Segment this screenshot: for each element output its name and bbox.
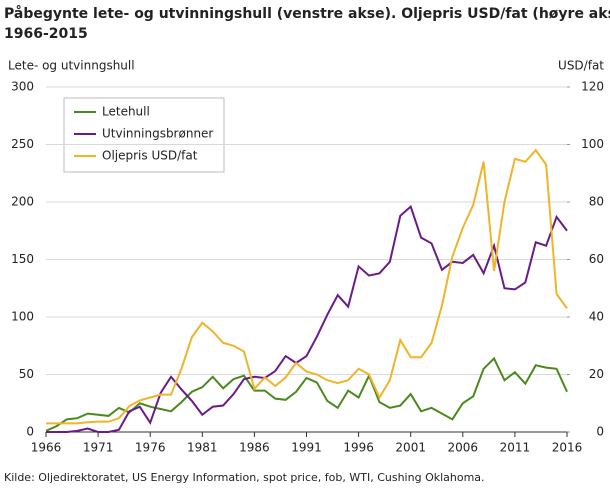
y-tick-label: 250 xyxy=(11,137,34,151)
y-tick-label: 300 xyxy=(11,80,34,94)
legend-label: Oljepris USD/fat xyxy=(102,149,198,163)
x-tick-label: 2011 xyxy=(500,441,531,455)
y2-tick-label: 20 xyxy=(589,367,604,381)
x-tick-label: 1981 xyxy=(187,441,218,455)
y2-tick-label: 40 xyxy=(589,310,604,324)
x-tick-label: 1996 xyxy=(343,441,374,455)
y-tick-label: 100 xyxy=(11,310,34,324)
x-tick-label: 1986 xyxy=(239,441,270,455)
chart-subtitle: 1966-2015 xyxy=(4,26,88,42)
x-tick-label: 1966 xyxy=(31,441,62,455)
y2-axis-label: USD/fat xyxy=(558,59,604,73)
y2-tick-label: 0 xyxy=(596,425,604,439)
chart-title: Påbegynte lete- og utvinningshull (venst… xyxy=(4,5,610,22)
y-axis-label: Lete- og utvinngshull xyxy=(8,59,135,73)
series-line xyxy=(46,204,568,433)
legend-label: Letehull xyxy=(102,105,150,119)
y2-tick-label: 60 xyxy=(589,252,604,266)
y2-tick-label: 80 xyxy=(589,195,604,209)
x-tick-label: 1976 xyxy=(135,441,166,455)
source: Kilde: Oljedirektoratet, US Energy Infor… xyxy=(4,471,485,484)
x-tick-label: 2016 xyxy=(552,441,583,455)
x-tick-label: 2001 xyxy=(395,441,426,455)
y-tick-label: 200 xyxy=(11,195,34,209)
y-tick-label: 150 xyxy=(11,252,34,266)
y-tick-label: 0 xyxy=(26,425,34,439)
y2-tick-label: 100 xyxy=(581,137,604,151)
series-line xyxy=(46,148,568,425)
x-tick-label: 1971 xyxy=(83,441,114,455)
y2-tick-label: 120 xyxy=(581,80,604,94)
x-tick-label: 2006 xyxy=(448,441,479,455)
x-tick-label: 1991 xyxy=(291,441,322,455)
y-tick-label: 50 xyxy=(19,367,34,381)
legend-label: Utvinningsbrønner xyxy=(102,127,213,141)
